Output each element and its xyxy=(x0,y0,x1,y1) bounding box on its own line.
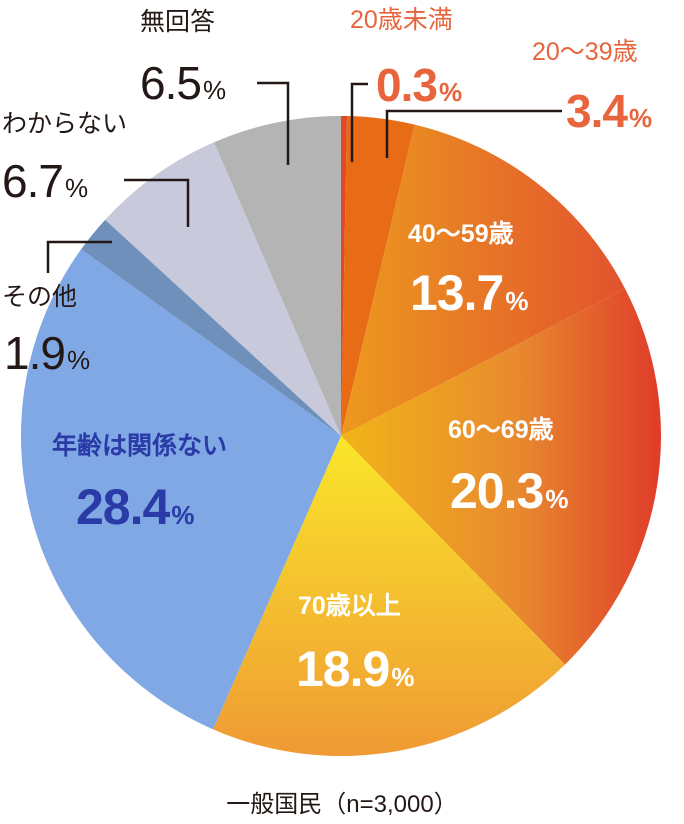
slice-20-39 xyxy=(341,116,415,436)
label-dont-know: わからない xyxy=(2,112,127,137)
label-age-irrelevant: 年齢は関係ない xyxy=(52,434,227,459)
label-no-answer: 無回答 xyxy=(140,10,215,35)
value-other: 1.9% xyxy=(4,330,90,376)
percent-sign: % xyxy=(545,484,569,514)
label-value: 20.3 xyxy=(450,463,544,519)
leader-line-20-39 xyxy=(385,109,562,158)
leader-line-other xyxy=(46,240,112,273)
label-under-20: 20歳未満 xyxy=(350,8,453,33)
value-60-69: 20.3% xyxy=(450,466,568,516)
value-no-answer: 6.5% xyxy=(140,60,226,106)
label-value: 3.4 xyxy=(566,85,628,137)
slice-40-59 xyxy=(341,124,626,436)
label-category: 60～69歳 xyxy=(448,416,554,444)
percent-sign: % xyxy=(628,103,653,133)
label-value: 28.4 xyxy=(76,479,170,535)
leader-line-under20 xyxy=(350,82,368,162)
slice-dont-know xyxy=(105,142,341,436)
label-category: 20歳未満 xyxy=(350,6,453,34)
label-category: わからない xyxy=(2,110,128,138)
slice-60-69 xyxy=(341,288,661,665)
value-70-plus: 18.9% xyxy=(296,644,414,694)
value-40-59: 13.7% xyxy=(410,268,528,318)
label-60-69: 60～69歳 xyxy=(448,418,554,443)
label-category: 無回答 xyxy=(140,8,216,36)
percent-sign: % xyxy=(171,500,195,530)
label-other: その他 xyxy=(2,285,77,310)
label-value: 6.7 xyxy=(2,155,64,207)
label-value: 6.5 xyxy=(140,57,202,109)
percent-sign: % xyxy=(64,173,89,203)
label-category: 40～59歳 xyxy=(408,220,514,248)
label-value: 18.9 xyxy=(296,641,390,697)
percent-sign: % xyxy=(66,345,91,375)
slice-other xyxy=(81,219,342,436)
value-20-39: 3.4% xyxy=(566,88,652,134)
value-dont-know: 6.7% xyxy=(2,158,88,204)
label-category: 年齢は関係ない xyxy=(52,432,228,460)
percent-sign: % xyxy=(505,286,529,316)
label-value: 0.3 xyxy=(376,59,438,111)
label-40-59: 40～59歳 xyxy=(408,222,514,247)
percent-sign: % xyxy=(202,75,227,105)
leader-line-no-answer xyxy=(257,81,290,165)
value-age-irrelevant: 28.4% xyxy=(76,482,194,532)
leader-line-unknown xyxy=(124,178,190,227)
label-category: 20～39歳 xyxy=(532,38,638,66)
slice-age-irrelevant xyxy=(20,249,342,730)
slice-70-plus xyxy=(213,436,565,756)
label-category: 70歳以上 xyxy=(298,592,401,620)
chart-caption: 一般国民（n=3,000） xyxy=(226,791,458,818)
label-value: 13.7 xyxy=(410,265,504,321)
label-category: その他 xyxy=(2,283,78,311)
percent-sign: % xyxy=(438,77,463,107)
label-70-plus: 70歳以上 xyxy=(298,594,401,619)
slice-under-20 xyxy=(341,116,348,436)
percent-sign: % xyxy=(391,662,415,692)
value-under-20: 0.3% xyxy=(376,62,462,108)
slice-no-answer xyxy=(214,116,341,436)
label-value: 1.9 xyxy=(4,327,66,379)
label-20-39: 20～39歳 xyxy=(532,40,638,65)
